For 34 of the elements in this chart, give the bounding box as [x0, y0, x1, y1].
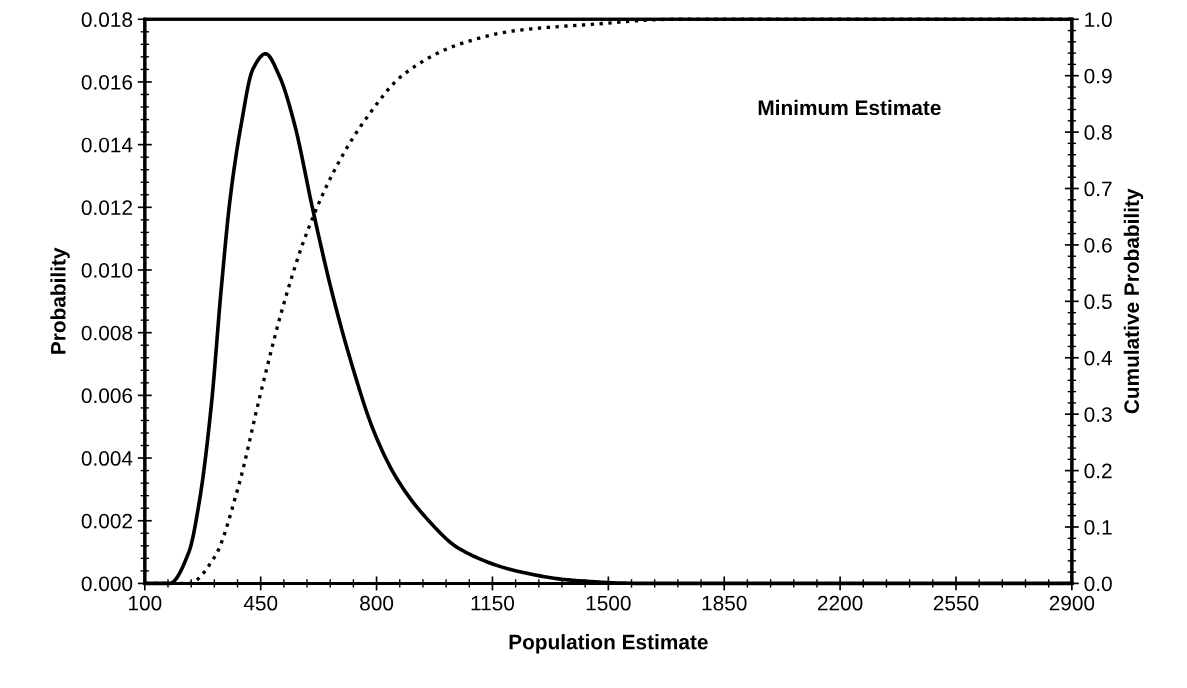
y-tick-label: 0.010 — [81, 263, 133, 278]
x-tick-label: 450 — [243, 595, 278, 611]
y2-tick-label: 0.5 — [1084, 294, 1112, 310]
x-tick-label: 1150 — [471, 595, 515, 611]
y-tick-label: 0.004 — [81, 451, 133, 466]
y-axis-title: Probability — [50, 247, 70, 354]
x-axis-title: Population Estimate — [509, 634, 708, 654]
y-tick-label: 0.006 — [81, 388, 133, 404]
x-tick-label: 100 — [129, 595, 162, 611]
y2-tick-label: 0.1 — [1084, 520, 1112, 535]
x-tick-label: 1500 — [586, 595, 631, 611]
y-tick-label: 0.000 — [81, 576, 133, 592]
x-tick-label: 1850 — [702, 595, 747, 611]
y2-tick-label: 0.7 — [1084, 181, 1112, 197]
y2-tick-label: 1.0 — [1085, 12, 1112, 28]
y-tick-label: 0.016 — [81, 74, 133, 90]
y2-tick-label: 0.9 — [1084, 68, 1112, 84]
y2-tick-label: 0.3 — [1084, 407, 1112, 422]
y-tick-label: 0.014 — [81, 137, 133, 153]
y2-tick-label: 0.0 — [1084, 576, 1112, 592]
annotation: Minimum Estimate — [758, 99, 941, 116]
y2-tick-label: 0.2 — [1084, 463, 1112, 479]
y2-tick-label: 0.8 — [1084, 125, 1112, 140]
y-tick-label: 0.002 — [81, 513, 132, 529]
x-tick-label: 2550 — [933, 595, 979, 611]
y2-axis-title: Cumulative Probability — [1123, 188, 1144, 414]
y-tick-label: 0.018 — [81, 12, 133, 28]
x-tick-label: 2900 — [1049, 595, 1095, 611]
y-tick-label: 0.012 — [81, 200, 132, 216]
y-tick-label: 0.008 — [81, 325, 133, 341]
y2-tick-label: 0.6 — [1084, 237, 1112, 253]
x-tick-label: 2200 — [817, 595, 863, 611]
y2-tick-label: 0.4 — [1084, 350, 1113, 366]
x-tick-label: 800 — [360, 595, 394, 611]
